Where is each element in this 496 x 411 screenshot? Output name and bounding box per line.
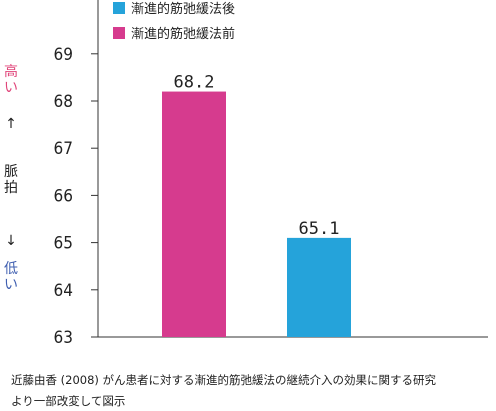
y-tick-label: 66 [54, 186, 73, 206]
caption-line-2: より一部改変して図示 [11, 394, 126, 408]
bar-chart: 63 64 65 66 67 68 69 68.2 65.1 漸進的筋弛緩法後漸進的筋弛緩法前… [4, 0, 488, 348]
legend-swatch [113, 2, 125, 14]
bar-data-label: 65.1 [299, 219, 340, 239]
y-tick-label: 69 [54, 45, 73, 65]
y-tick-label: 68 [54, 92, 73, 112]
y-axis-label: 高い ↑ 脈拍 ↓ 低い [4, 63, 18, 293]
y-tick-label: 65 [54, 234, 73, 254]
ylabel-up-arrow: ↑ [5, 116, 17, 132]
ylabel-mid: 脈拍 [4, 164, 18, 196]
y-tick-label: 63 [54, 328, 73, 348]
ylabel-down-arrow: ↓ [5, 233, 17, 249]
y-tick-label: 67 [54, 139, 73, 159]
bar-data-label: 68.2 [174, 73, 215, 93]
y-axis: 63 64 65 66 67 68 69 [54, 0, 488, 348]
bar-before [162, 91, 226, 337]
legend-label: 漸進的筋弛緩法前 [131, 26, 235, 42]
ylabel-low: 低い [4, 261, 18, 293]
bar-after [287, 237, 351, 337]
y-tick-label: 64 [54, 281, 73, 301]
legend-swatch [113, 27, 125, 39]
bars: 68.2 65.1 [162, 73, 351, 337]
ylabel-high: 高い [4, 63, 18, 96]
caption-line-1: 近藤由香 (2008) がん患者に対する漸進的筋弛緩法の継続介入の効果に関する研… [11, 373, 437, 387]
legend-label: 漸進的筋弛緩法後 [131, 1, 235, 17]
